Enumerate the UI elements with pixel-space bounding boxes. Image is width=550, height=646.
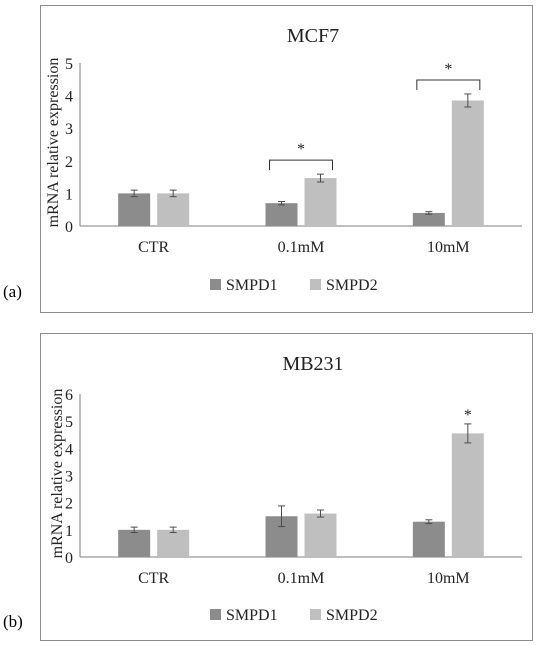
legend-label-smpd2: SMPD2 — [326, 277, 378, 294]
legend-swatch-smpd1 — [210, 609, 221, 620]
chart-panel-b — [40, 333, 533, 641]
y-tick-label: 4 — [65, 441, 73, 458]
x-tick-label: CTR — [138, 570, 169, 587]
panel-label-b: (b) — [3, 612, 23, 631]
error-bar — [278, 201, 285, 206]
bar-smpd1 — [412, 521, 445, 557]
chart-panel-a — [40, 5, 533, 313]
bar-smpd2 — [451, 433, 484, 557]
y-tick-label: 4 — [65, 89, 73, 106]
significance-star: * — [444, 61, 452, 78]
error-bar — [169, 189, 177, 198]
y-tick-label: 3 — [65, 121, 73, 138]
legend-label-smpd2: SMPD2 — [326, 607, 378, 624]
legend-swatch-smpd1 — [210, 279, 221, 290]
significance-star: * — [464, 407, 472, 424]
y-tick-label: 2 — [65, 154, 73, 171]
legend-swatch-smpd2 — [310, 609, 321, 620]
y-tick-label: 3 — [65, 469, 73, 486]
bar-smpd1 — [118, 193, 151, 226]
significance-bracket — [416, 79, 481, 90]
y-tick-label: 1 — [65, 523, 73, 540]
error-bar — [278, 505, 285, 528]
y-tick-label: 0 — [65, 219, 73, 236]
panel-label-a: (a) — [3, 282, 22, 301]
error-bar — [425, 211, 433, 215]
bar-smpd2 — [304, 178, 337, 226]
legend-label-smpd1: SMPD1 — [226, 607, 278, 624]
error-bar — [425, 519, 433, 525]
y-tick-label: 6 — [65, 387, 73, 404]
significance-bracket — [269, 159, 333, 171]
y-tick-label: 5 — [65, 56, 73, 73]
error-bar — [130, 189, 138, 198]
significance-star: * — [297, 141, 305, 158]
error-bar — [130, 526, 138, 534]
chart-title: MB231 — [282, 353, 343, 375]
legend-label-smpd1: SMPD1 — [226, 277, 278, 294]
error-bar — [317, 173, 324, 183]
x-tick-label: 0.1mM — [278, 239, 325, 256]
error-bar — [464, 423, 472, 444]
bar-smpd1 — [412, 212, 445, 226]
bar-smpd1 — [265, 203, 298, 226]
error-bar — [317, 509, 324, 518]
bar-smpd2 — [451, 100, 484, 226]
bar-smpd2 — [304, 513, 337, 557]
x-tick-label: CTR — [138, 239, 169, 256]
x-tick-label: 10mM — [427, 570, 470, 587]
x-tick-label: 10mM — [427, 239, 470, 256]
legend-swatch-smpd2 — [310, 279, 321, 290]
x-tick-label: 0.1mM — [278, 570, 325, 587]
y-tick-label: 2 — [65, 496, 73, 513]
bar-smpd1 — [118, 529, 151, 557]
chart-title: MCF7 — [287, 25, 339, 47]
error-bar — [464, 93, 472, 108]
y-tick-label: 0 — [65, 550, 73, 567]
error-bar — [169, 526, 177, 534]
y-axis-label: mRNA relative expression — [45, 58, 62, 228]
y-axis-label: mRNA relative expression — [49, 389, 66, 559]
bar-smpd2 — [157, 529, 190, 557]
y-tick-label: 5 — [65, 414, 73, 431]
y-tick-label: 1 — [65, 186, 73, 203]
bar-smpd2 — [157, 193, 190, 226]
